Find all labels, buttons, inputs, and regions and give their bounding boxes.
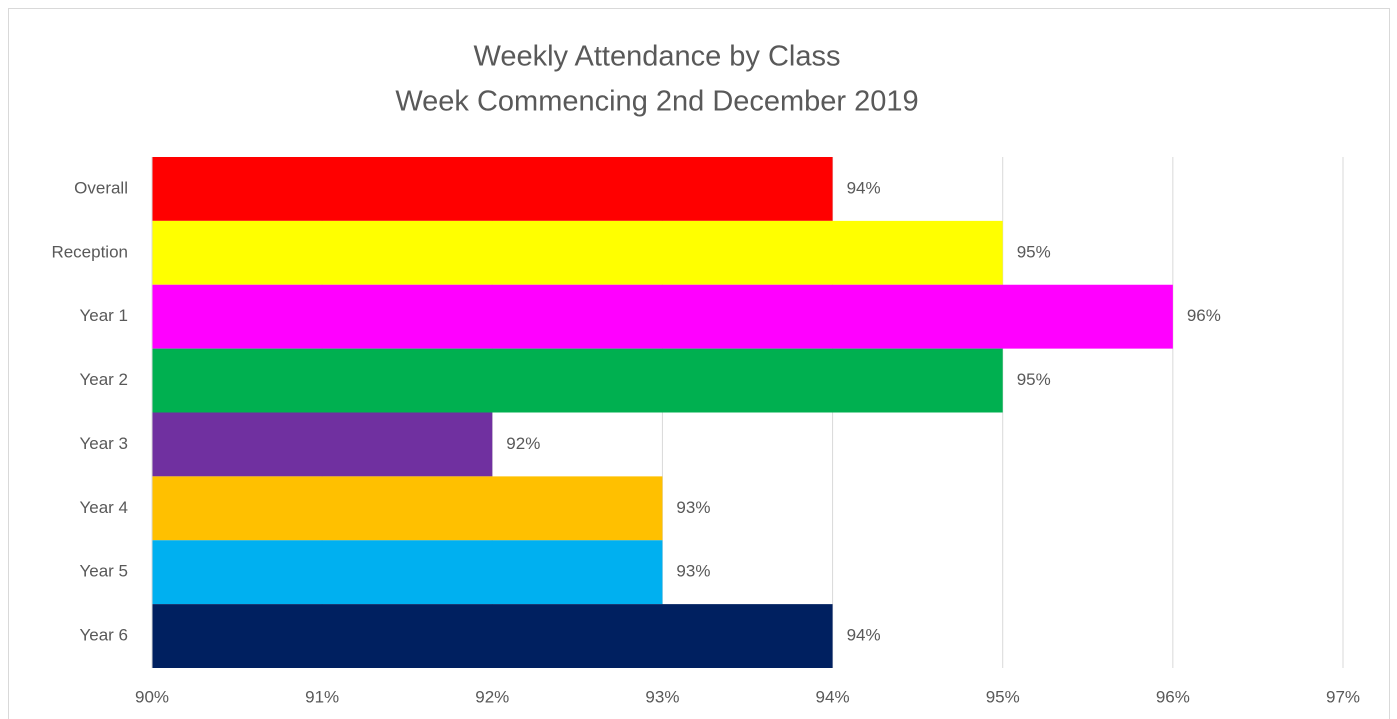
x-tick-label: 93% [645,687,679,706]
x-tick-label: 95% [986,687,1020,706]
chart-title: Weekly Attendance by Class [474,41,841,73]
x-tick-label: 97% [1326,687,1360,706]
data-label: 92% [506,434,540,453]
data-label: 93% [676,498,710,517]
bar [152,476,663,541]
data-label: 94% [847,626,881,645]
x-tick-label: 92% [475,687,509,706]
x-tick-label: 96% [1156,687,1190,706]
bar [152,412,493,477]
x-tick-label: 90% [135,687,169,706]
y-tick-label: Year 4 [79,498,128,517]
x-tick-label: 94% [816,687,850,706]
data-label: 94% [847,178,881,197]
data-label: 93% [676,562,710,581]
x-tick-label: 91% [305,687,339,706]
data-label: 95% [1017,370,1051,389]
y-tick-label: Year 2 [79,370,128,389]
bar [152,157,833,221]
y-tick-label: Year 6 [79,626,128,645]
y-tick-label: Year 1 [79,306,128,325]
bar [152,220,1003,285]
y-tick-label: Year 3 [79,434,128,453]
y-tick-label: Overall [74,178,128,197]
y-tick-label: Reception [51,242,128,261]
bar [152,284,1173,349]
bar [152,540,663,605]
data-label: 95% [1017,242,1051,261]
y-tick-label: Year 5 [79,562,128,581]
bar [152,604,833,668]
bar [152,348,1003,413]
data-label: 96% [1187,306,1221,325]
chart-subtitle: Week Commencing 2nd December 2019 [395,86,918,118]
